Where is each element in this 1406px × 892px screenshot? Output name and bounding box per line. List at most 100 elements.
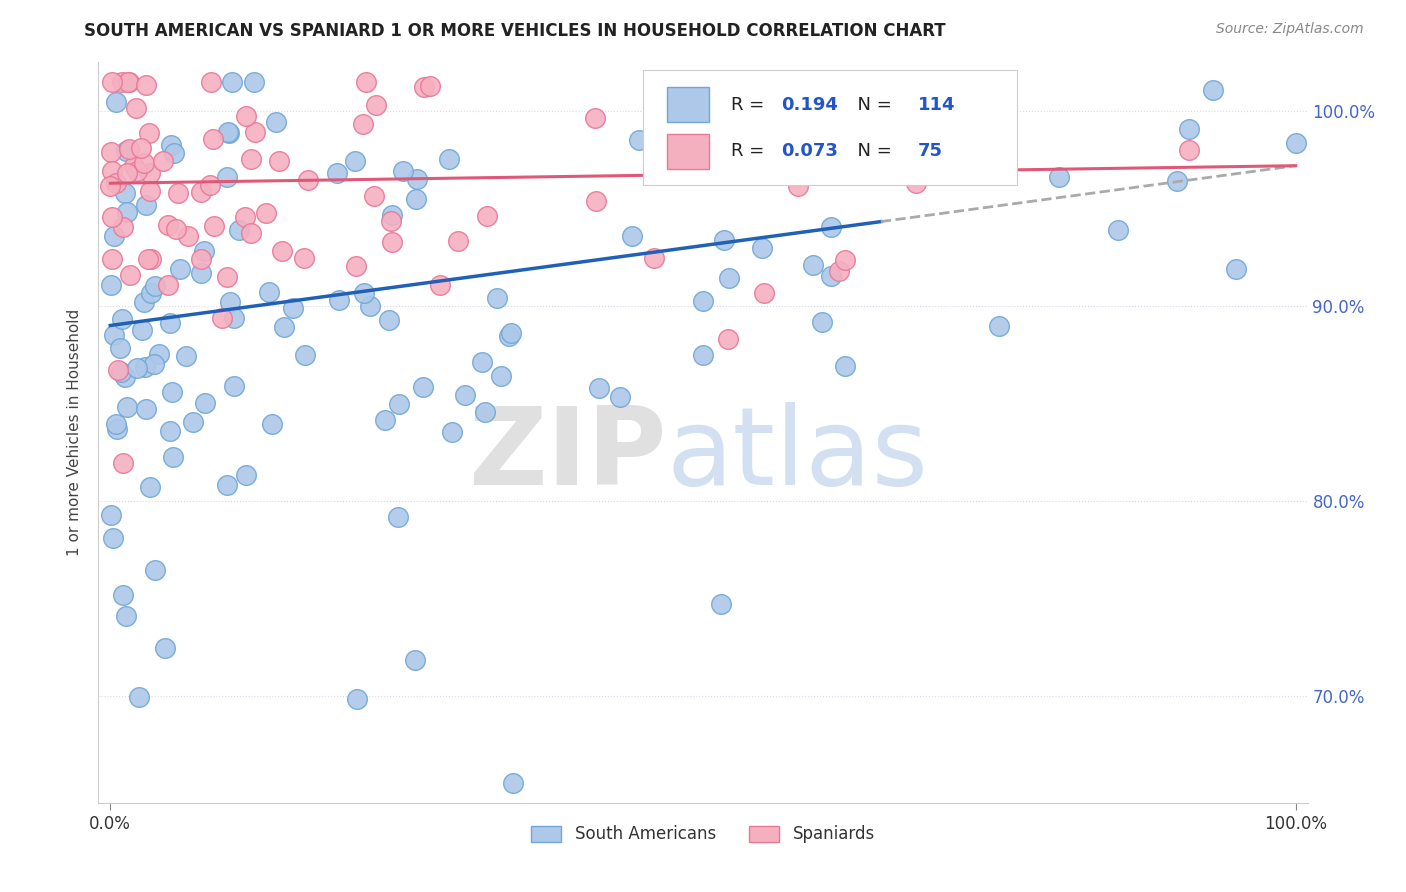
Point — [437, 152, 460, 166]
Point — [115, 166, 138, 180]
Point — [643, 252, 665, 266]
Point — [105, 176, 128, 190]
Point — [387, 510, 409, 524]
Point — [177, 229, 200, 244]
Point — [801, 258, 824, 272]
Point — [190, 185, 212, 199]
Point — [754, 285, 776, 300]
Point — [114, 609, 136, 624]
Point — [346, 692, 368, 706]
Point — [105, 422, 128, 436]
Point — [429, 278, 451, 293]
Point — [193, 244, 215, 258]
Point — [217, 125, 239, 139]
Point — [101, 531, 124, 545]
Point — [344, 259, 367, 273]
Point — [254, 205, 277, 219]
Point — [404, 653, 426, 667]
Point — [235, 109, 257, 123]
Point — [834, 359, 856, 374]
Point — [105, 95, 128, 110]
Point — [114, 186, 136, 200]
Point — [110, 365, 132, 379]
Point — [692, 349, 714, 363]
Point — [159, 316, 181, 330]
Point — [869, 85, 891, 99]
Point — [174, 349, 197, 363]
Point — [100, 145, 122, 160]
Point — [713, 233, 735, 247]
Point — [139, 252, 162, 267]
Point — [609, 390, 631, 404]
Point — [211, 311, 233, 326]
Point — [156, 218, 179, 232]
Point — [810, 315, 832, 329]
Point — [131, 322, 153, 336]
Point — [181, 415, 204, 429]
Point — [108, 341, 131, 355]
Point — [245, 125, 267, 139]
Point — [165, 222, 187, 236]
Point — [148, 347, 170, 361]
Point — [139, 285, 162, 300]
Point — [153, 641, 176, 656]
Point — [391, 163, 413, 178]
Point — [388, 397, 411, 411]
Point — [498, 328, 520, 343]
Point — [378, 313, 401, 327]
Point — [198, 178, 221, 193]
Text: N =: N = — [845, 95, 897, 113]
Point — [1047, 170, 1070, 185]
Point — [588, 381, 610, 395]
Point — [103, 229, 125, 244]
Point — [190, 252, 212, 266]
Point — [1107, 223, 1129, 237]
Point — [585, 194, 607, 209]
Point — [820, 269, 842, 284]
Point — [122, 159, 145, 173]
Point — [127, 163, 149, 178]
Point — [380, 214, 402, 228]
Point — [827, 264, 849, 278]
Point — [190, 266, 212, 280]
Point — [104, 417, 127, 431]
Point — [221, 75, 243, 89]
Text: Source: ZipAtlas.com: Source: ZipAtlas.com — [1216, 22, 1364, 37]
Point — [820, 219, 842, 234]
Point — [111, 312, 134, 326]
Point — [501, 326, 523, 341]
Point — [143, 563, 166, 577]
Point — [111, 75, 134, 89]
Point — [447, 234, 470, 248]
Point — [366, 97, 388, 112]
Text: R =: R = — [731, 143, 770, 161]
Point — [283, 301, 305, 315]
Point — [692, 293, 714, 308]
Point — [194, 396, 217, 410]
Point — [328, 293, 350, 307]
Point — [343, 153, 366, 168]
Point — [117, 75, 139, 89]
Point — [259, 285, 281, 299]
Point — [166, 186, 188, 200]
Text: 75: 75 — [918, 143, 943, 161]
Point — [271, 244, 294, 258]
Point — [235, 468, 257, 483]
Point — [628, 133, 651, 147]
Point — [202, 219, 225, 233]
Point — [118, 75, 141, 89]
Text: SOUTH AMERICAN VS SPANIARD 1 OR MORE VEHICLES IN HOUSEHOLD CORRELATION CHART: SOUTH AMERICAN VS SPANIARD 1 OR MORE VEH… — [84, 22, 946, 40]
Point — [294, 348, 316, 362]
Point — [132, 295, 155, 310]
Point — [751, 241, 773, 255]
Point — [143, 279, 166, 293]
Point — [103, 327, 125, 342]
Point — [1285, 136, 1308, 151]
Point — [134, 360, 156, 375]
Point — [681, 164, 703, 178]
Point — [132, 155, 155, 169]
Point — [1178, 122, 1201, 136]
Point — [239, 152, 262, 166]
Point — [139, 166, 162, 180]
Point — [139, 480, 162, 494]
